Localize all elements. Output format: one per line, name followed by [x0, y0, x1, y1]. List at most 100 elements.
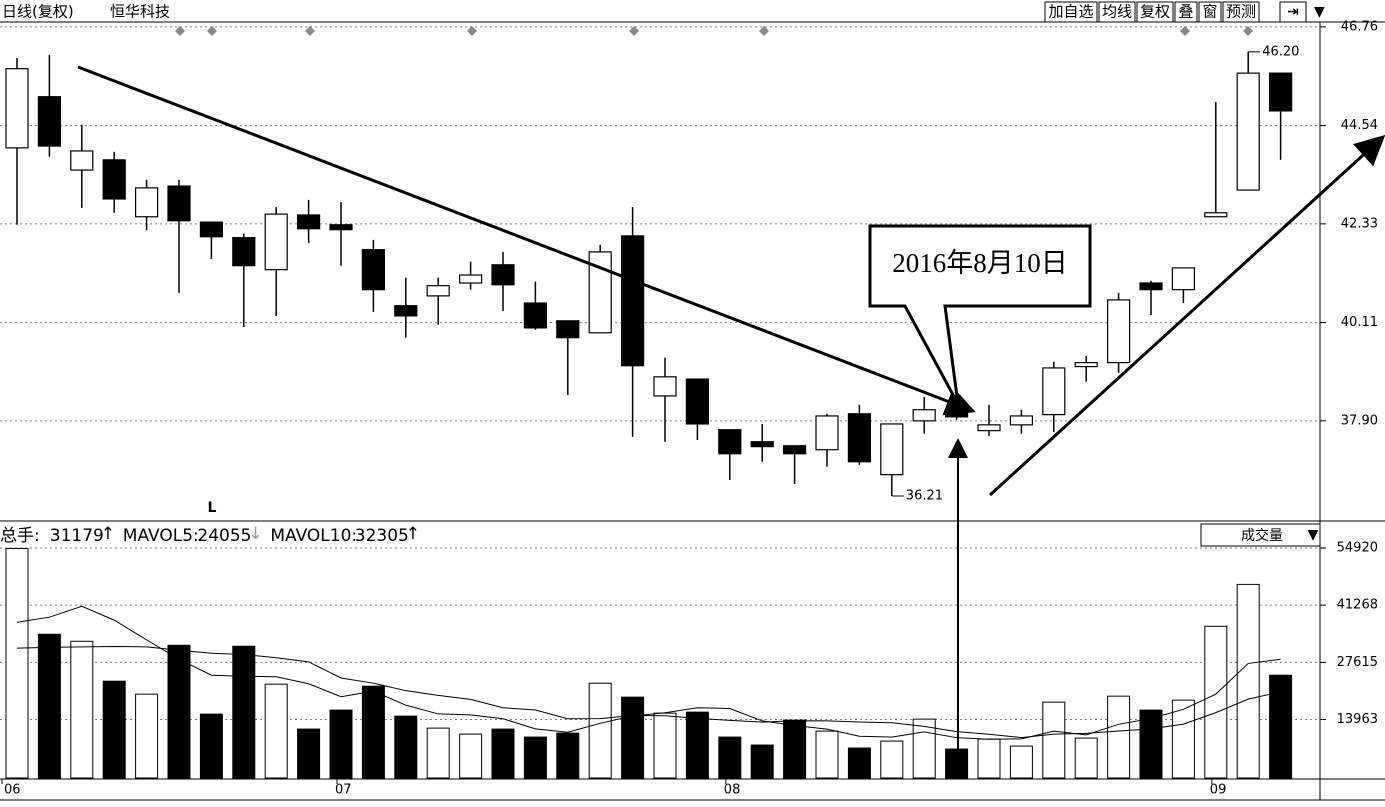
x-tick-label: 08	[724, 783, 741, 798]
volume-bar	[847, 747, 871, 779]
legend-trend: ↑	[101, 524, 115, 544]
event-marker	[207, 26, 217, 36]
candle-body	[523, 302, 548, 329]
y-tick-label: 27615	[1337, 655, 1378, 670]
candle-body	[1236, 72, 1260, 191]
trend-arrow	[988, 134, 1385, 497]
legend-name: 总手:	[0, 526, 40, 546]
volume-bar	[523, 736, 547, 779]
toolbar-button[interactable]	[1044, 1, 1098, 23]
volume-bar	[783, 719, 807, 779]
annotations: 2016年8月10日	[77, 65, 1385, 768]
legend-value: 31179	[50, 526, 104, 546]
toolbar-button[interactable]	[1279, 1, 1307, 23]
x-tick-label: 09	[1210, 783, 1227, 798]
candle-body	[1106, 299, 1131, 364]
candle-body	[1268, 72, 1293, 112]
candle-body	[847, 413, 872, 463]
y-tick-label: 40.11	[1341, 315, 1378, 330]
volume-bar	[199, 713, 223, 779]
x-tick-label: 06	[4, 783, 21, 798]
volume-bar	[167, 644, 191, 779]
toolbar: 加自选 均线 复权叠窗预测	[1044, 1, 1260, 23]
candle-body	[167, 185, 191, 222]
y-tick-label: 54920	[1337, 541, 1378, 556]
event-marker	[305, 26, 315, 36]
candle-body	[750, 441, 774, 448]
dropdown-icon[interactable]: ▼	[1314, 4, 1325, 20]
toolbar-button[interactable]	[1136, 1, 1174, 23]
chart-title: 日线(复权)	[2, 3, 74, 21]
candle-body	[459, 274, 483, 284]
volume-bar	[426, 727, 450, 779]
frame: 成交量 ▼	[0, 21, 1385, 801]
y-tick-label: 37.90	[1341, 413, 1378, 428]
candle-body	[815, 415, 839, 451]
candle-body	[70, 150, 94, 171]
legend: 总手: 31179↑ MAVOL5:24055↓ MAVOL10:32305↑	[0, 524, 420, 546]
dropdown-icon[interactable]: ▼	[1308, 527, 1319, 543]
volume-bar	[815, 730, 839, 779]
candle-body	[135, 187, 159, 218]
candle-body	[102, 159, 126, 200]
legend-value: 24055	[197, 526, 251, 546]
y-tick-label: 41268	[1337, 598, 1378, 613]
volume-bar	[1204, 625, 1228, 779]
volume-bar	[1009, 745, 1033, 779]
volume-bar	[945, 748, 969, 779]
volume-bar	[232, 645, 256, 779]
candle-body	[394, 305, 418, 317]
toolbar-button[interactable]	[1174, 1, 1198, 23]
y-tick-label: 42.33	[1341, 216, 1378, 231]
toolbar-button[interactable]	[1098, 1, 1136, 23]
y-tick-label: 46.76	[1341, 19, 1378, 34]
toolbar-button[interactable]	[1198, 1, 1222, 23]
volume-bar	[912, 718, 936, 779]
button-label: 复权	[1140, 3, 1170, 21]
volume-bar	[1236, 583, 1260, 779]
legend-trend: ↑	[406, 524, 420, 544]
indicator-select[interactable]	[1200, 523, 1321, 547]
volume-bar	[556, 732, 580, 779]
event-marker	[1180, 26, 1190, 36]
x-tick-label: 07	[335, 783, 352, 798]
candle-body	[912, 409, 936, 422]
legend-trend: ↓	[248, 524, 262, 544]
volume-bar	[1171, 699, 1195, 779]
volume-bar	[491, 728, 515, 779]
volume-bar	[750, 744, 774, 779]
volume-bar	[1074, 737, 1098, 779]
high-label: 46.20	[1262, 44, 1299, 59]
candle-body	[5, 68, 29, 149]
candle-body	[1009, 415, 1034, 426]
volume-bar	[1269, 674, 1293, 779]
candle-body	[1171, 267, 1196, 291]
event-markers	[175, 26, 1253, 36]
event-marker	[1243, 26, 1253, 36]
candle-body	[426, 285, 450, 297]
volume-bar	[1042, 701, 1066, 779]
candle-body	[491, 264, 515, 286]
candle-body	[782, 445, 807, 455]
candle-body	[1042, 367, 1066, 416]
volume-bar	[880, 740, 904, 779]
candle-body	[880, 423, 904, 476]
button-label: 窗	[1202, 3, 1217, 21]
toolbar-button[interactable]	[1222, 1, 1260, 23]
volume-bar	[5, 547, 29, 779]
icon: ⇥	[1287, 4, 1299, 20]
candle-body	[1074, 361, 1098, 368]
volume-bar	[977, 738, 1001, 779]
callout-text: 2016年8月10日	[892, 248, 1068, 278]
trend-arrow	[77, 65, 976, 416]
button-label: 预测	[1226, 3, 1256, 21]
candle-body	[653, 376, 677, 397]
volume-bar	[37, 633, 61, 779]
candle-body	[685, 378, 710, 425]
callout	[868, 224, 1092, 405]
event-marker	[759, 26, 769, 36]
low-label: 36.21	[906, 488, 943, 503]
candle-body	[556, 320, 580, 339]
button-label: 加自选	[1048, 3, 1093, 21]
volume-bar	[394, 715, 418, 779]
